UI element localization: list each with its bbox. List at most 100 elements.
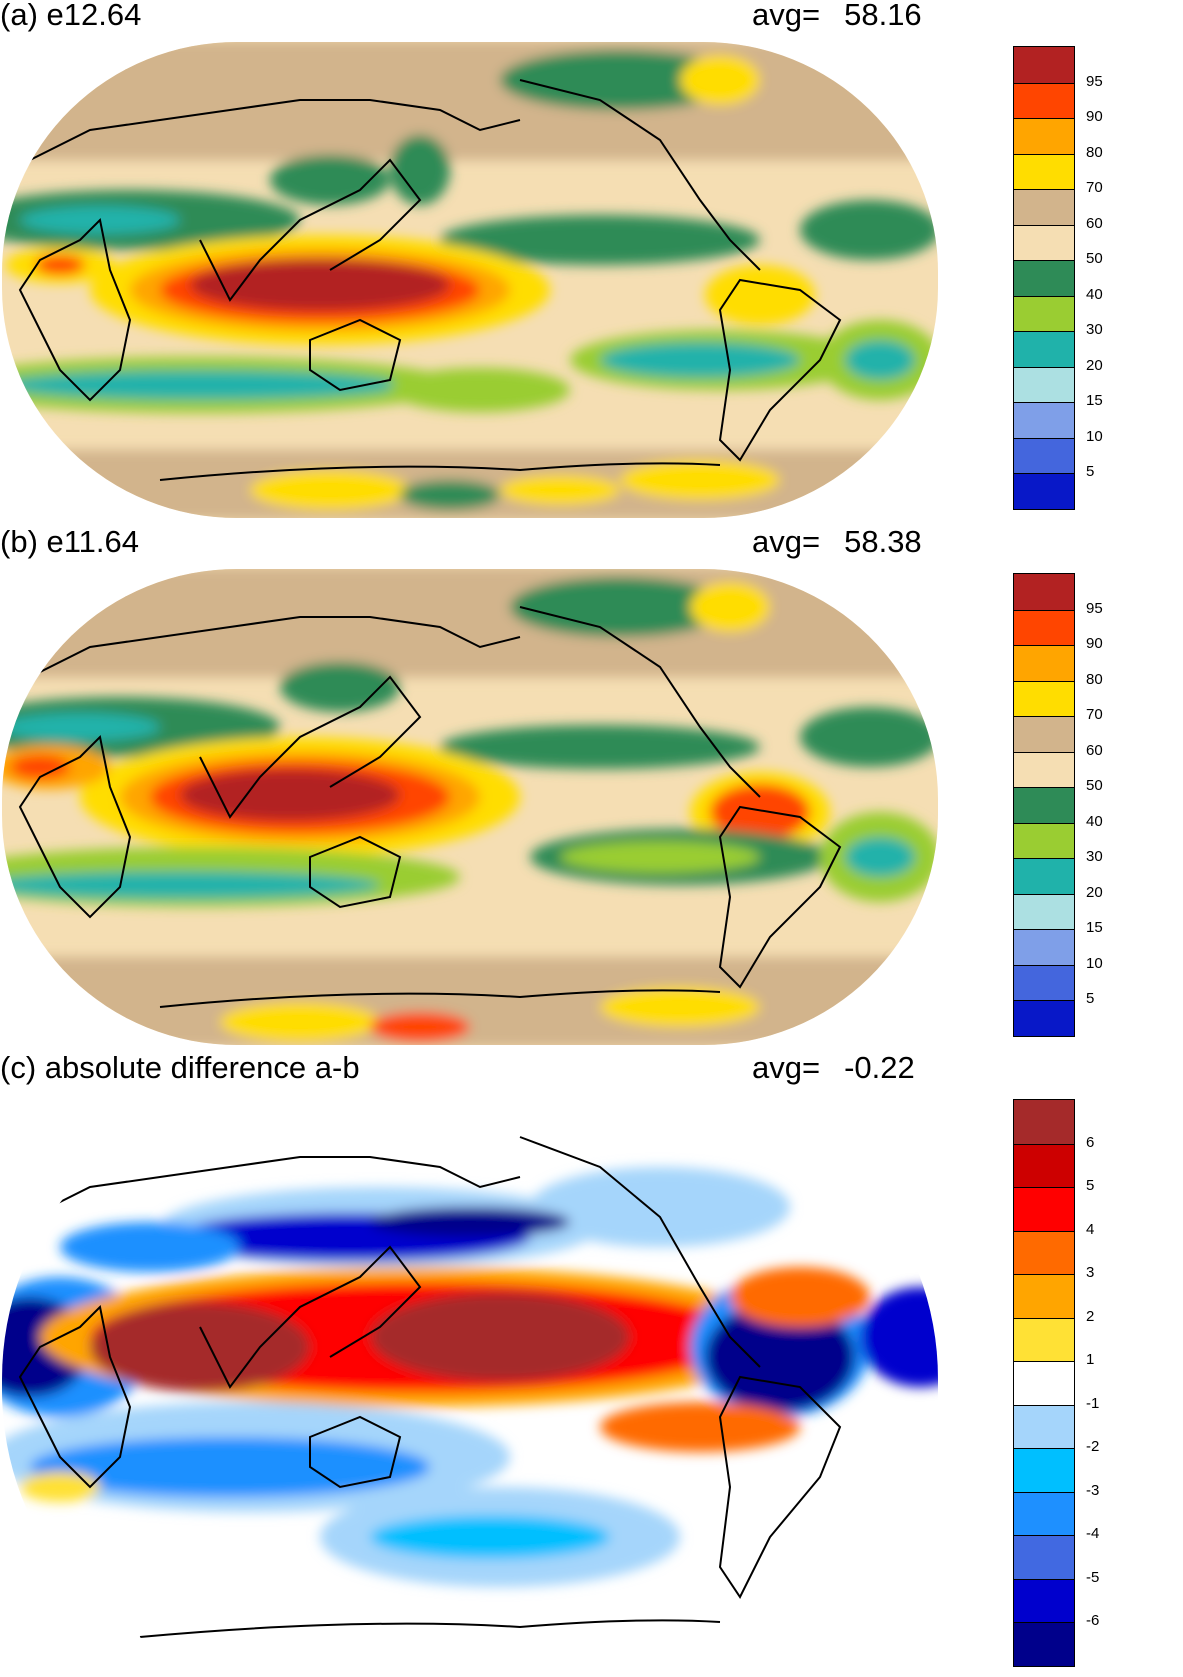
- colorbar-separator: [1014, 609, 1074, 611]
- colorbar-swatch: [1014, 1000, 1074, 1036]
- colorbar-tick-label: 10: [1086, 427, 1103, 445]
- colorbar-tick-label: 10: [1086, 954, 1103, 972]
- colorbar-tick-label: 50: [1086, 250, 1103, 268]
- colorbar-separator: [1014, 1274, 1074, 1276]
- colorbar-swatch: [1014, 1491, 1074, 1536]
- panel-c-colorbar: [1013, 1099, 1075, 1667]
- colorbar-swatch: [1014, 295, 1074, 332]
- colorbar-separator: [1014, 402, 1074, 404]
- colorbar-separator: [1014, 1491, 1074, 1493]
- colorbar-tick-label: 70: [1086, 706, 1103, 724]
- colorbar-separator: [1014, 1448, 1074, 1450]
- colorbar-separator: [1014, 295, 1074, 297]
- colorbar-separator: [1014, 1143, 1074, 1145]
- colorbar-tick-label: 4: [1086, 1220, 1095, 1238]
- colorbar-swatch: [1014, 153, 1074, 190]
- colorbar-swatch: [1014, 1230, 1074, 1275]
- colorbar-swatch: [1014, 1578, 1074, 1623]
- colorbar-swatch: [1014, 787, 1074, 823]
- colorbar-tick-label: 40: [1086, 812, 1103, 830]
- colorbar-swatch: [1014, 858, 1074, 894]
- colorbar-swatch: [1014, 189, 1074, 225]
- colorbar-tick-label: 95: [1086, 72, 1103, 90]
- colorbar-separator: [1014, 473, 1074, 475]
- colorbar-tick-label: 30: [1086, 848, 1103, 866]
- colorbar-tick-label: 50: [1086, 777, 1103, 795]
- panel-c-average: avg= -0.22: [752, 1051, 915, 1085]
- panel-c: (c) absolute difference a-b avg= -0.22: [0, 1050, 1183, 1677]
- colorbar-separator: [1014, 260, 1074, 262]
- colorbar-swatch: [1014, 402, 1074, 438]
- colorbar-swatch: [1014, 574, 1074, 610]
- colorbar-tick-label: 40: [1086, 285, 1103, 303]
- panel-b-avg-label: avg=: [752, 524, 821, 559]
- colorbar-separator: [1014, 1317, 1074, 1319]
- colorbar-tick-label: -3: [1086, 1481, 1100, 1499]
- colorbar-separator: [1014, 858, 1074, 860]
- colorbar-tick-label: 80: [1086, 670, 1103, 688]
- colorbar-tick-label: 60: [1086, 214, 1103, 232]
- colorbar-tick-label: 70: [1086, 179, 1103, 197]
- colorbar-swatch: [1014, 1274, 1074, 1318]
- colorbar-swatch: [1014, 1317, 1074, 1362]
- colorbar-swatch: [1014, 366, 1074, 403]
- colorbar-tick-label: -6: [1086, 1612, 1100, 1630]
- colorbar-separator: [1014, 680, 1074, 682]
- panel-b-map: [2, 569, 938, 1045]
- colorbar-tick-label: 5: [1086, 1177, 1095, 1195]
- panel-c-avg-label: avg=: [752, 1050, 821, 1085]
- colorbar-tick-label: 15: [1086, 919, 1103, 937]
- panel-b-average: avg= 58.38: [752, 525, 922, 559]
- colorbar-separator: [1014, 331, 1074, 333]
- colorbar-swatch: [1014, 1143, 1074, 1188]
- colorbar-tick-label: -2: [1086, 1438, 1100, 1456]
- colorbar-swatch: [1014, 1448, 1074, 1492]
- colorbar-tick-label: 15: [1086, 392, 1103, 410]
- panel-a-avg-value: 58.16: [844, 0, 922, 32]
- colorbar-separator: [1014, 1361, 1074, 1363]
- colorbar-swatch: [1014, 260, 1074, 296]
- colorbar-separator: [1014, 1535, 1074, 1537]
- colorbar-separator: [1014, 929, 1074, 931]
- colorbar-swatch: [1014, 1535, 1074, 1579]
- colorbar-swatch: [1014, 680, 1074, 717]
- colorbar-separator: [1014, 893, 1074, 895]
- colorbar-separator: [1014, 1578, 1074, 1580]
- colorbar-tick-label: -4: [1086, 1525, 1100, 1543]
- colorbar-tick-label: 20: [1086, 356, 1103, 374]
- panel-b-colorbar: [1013, 573, 1075, 1037]
- colorbar-swatch: [1014, 929, 1074, 965]
- panel-a-average: avg= 58.16: [752, 0, 922, 32]
- colorbar-separator: [1014, 366, 1074, 368]
- colorbar-separator: [1014, 787, 1074, 789]
- colorbar-separator: [1014, 437, 1074, 439]
- panel-b: (b) e11.64 avg= 58.38: [0, 525, 1183, 1047]
- colorbar-separator: [1014, 1187, 1074, 1189]
- colorbar-swatch: [1014, 47, 1074, 83]
- colorbar-separator: [1014, 82, 1074, 84]
- panel-a-map: [2, 42, 938, 518]
- colorbar-swatch: [1014, 964, 1074, 1001]
- colorbar-tick-label: 1: [1086, 1351, 1095, 1369]
- colorbar-swatch: [1014, 331, 1074, 367]
- panel-a-colorbar: [1013, 46, 1075, 510]
- colorbar-tick-label: -1: [1086, 1394, 1100, 1412]
- colorbar-separator: [1014, 822, 1074, 824]
- colorbar-separator: [1014, 751, 1074, 753]
- colorbar-separator: [1014, 224, 1074, 226]
- colorbar-swatch: [1014, 716, 1074, 752]
- colorbar-swatch: [1014, 609, 1074, 646]
- colorbar-tick-label: 90: [1086, 635, 1103, 653]
- panel-c-title: (c) absolute difference a-b: [0, 1050, 360, 1085]
- colorbar-tick-label: 30: [1086, 321, 1103, 339]
- panel-a: (a) e12.64 avg= 58.16: [0, 0, 1183, 520]
- colorbar-tick-label: 90: [1086, 108, 1103, 126]
- panel-c-map: [2, 1099, 938, 1670]
- colorbar-separator: [1014, 1230, 1074, 1232]
- colorbar-separator: [1014, 189, 1074, 191]
- colorbar-tick-label: 60: [1086, 741, 1103, 759]
- panel-c-avg-value: -0.22: [844, 1050, 915, 1085]
- colorbar-swatch: [1014, 473, 1074, 509]
- colorbar-separator: [1014, 118, 1074, 120]
- colorbar-tick-label: 80: [1086, 143, 1103, 161]
